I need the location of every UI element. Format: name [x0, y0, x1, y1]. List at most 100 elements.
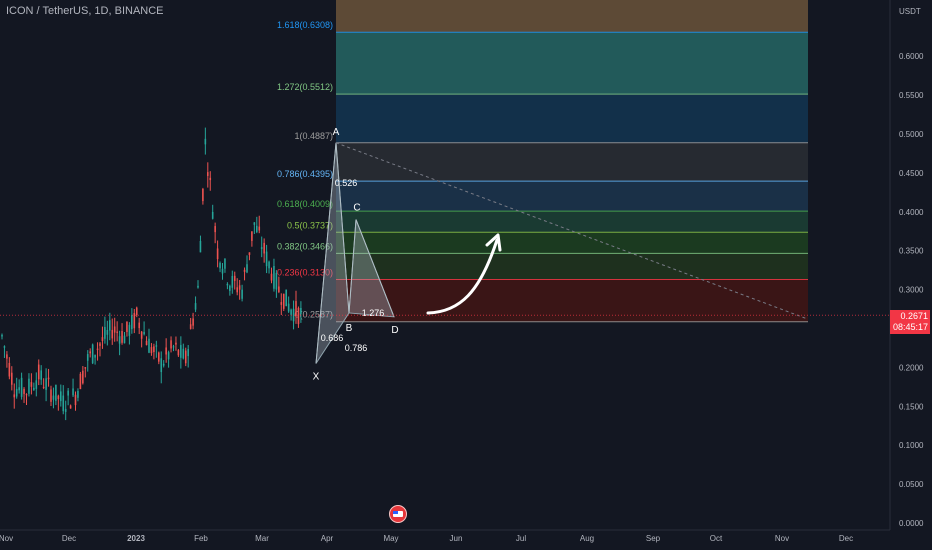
candle-body — [18, 387, 20, 391]
price-tick-0.6000: 0.6000 — [899, 52, 924, 61]
candle-body — [199, 240, 202, 253]
candle-body — [86, 354, 89, 361]
time-tick-Oct: Oct — [710, 534, 723, 543]
candle-body — [180, 345, 182, 358]
fib-label-0.236: 0.236(0.3130) — [277, 267, 333, 277]
pattern-point-X: X — [313, 372, 320, 383]
pattern-point-B: B — [346, 323, 353, 334]
candle-body — [121, 331, 123, 343]
time-tick-Apr: Apr — [321, 534, 334, 543]
candle-body — [37, 364, 40, 380]
projection-arrow — [426, 238, 499, 315]
pattern-point-C: C — [353, 203, 360, 214]
candle-body — [67, 390, 69, 396]
time-tick-Dec: Dec — [839, 534, 853, 543]
time-tick-Nov: Nov — [775, 534, 789, 543]
candle-body — [282, 293, 285, 309]
fib-label-1: 1(0.4887) — [294, 131, 333, 141]
candle-body — [300, 307, 302, 314]
candle-body — [106, 329, 109, 335]
candle-body — [192, 318, 194, 326]
candle-body — [214, 226, 216, 233]
price-tick-0.4500: 0.4500 — [899, 169, 924, 178]
candle-body — [197, 285, 199, 288]
price-tick-0.0000: 0.0000 — [899, 519, 924, 528]
candle-body — [64, 408, 67, 412]
fib-zone-5 — [336, 211, 808, 233]
candle-body — [35, 380, 38, 389]
candle-body — [148, 338, 150, 353]
candle-body — [40, 370, 42, 380]
candle-body — [91, 344, 94, 364]
candle-body — [229, 285, 231, 291]
candle-body — [251, 231, 253, 241]
candle-body — [236, 287, 238, 293]
candle-body — [131, 315, 133, 330]
time-tick-Dec: Dec — [62, 534, 76, 543]
last-price-badge: 0.2671 08:45:17 — [890, 310, 930, 334]
time-tick-Aug: Aug — [580, 534, 594, 543]
candle-body — [118, 336, 121, 344]
candle-body — [278, 286, 280, 293]
candle-body — [153, 346, 155, 353]
us-flag-event-icon[interactable] — [389, 505, 407, 523]
candle-body — [62, 395, 65, 412]
fib-zone-8 — [336, 279, 808, 322]
countdown-timer: 08:45:17 — [892, 322, 928, 332]
pattern-point-D: D — [391, 325, 398, 336]
fib-label-0: 0(0.2587) — [294, 310, 333, 320]
fib-zone-2 — [336, 94, 808, 143]
candle-body — [204, 138, 207, 145]
candle-body — [94, 354, 96, 358]
fib-zone-6 — [336, 232, 808, 254]
candle-body — [104, 326, 106, 339]
price-tick-0.3500: 0.3500 — [899, 247, 924, 256]
time-tick-Jun: Jun — [450, 534, 463, 543]
candle-body — [158, 352, 160, 362]
price-tick-0.1000: 0.1000 — [899, 441, 924, 450]
fib-zone-4 — [336, 181, 808, 212]
price-axis-currency: USDT — [899, 7, 921, 16]
candle-body — [256, 225, 258, 233]
candle-body — [182, 348, 185, 359]
candle-body — [233, 275, 236, 281]
candle-body — [184, 350, 187, 364]
candle-body — [8, 362, 11, 377]
candle-body — [123, 335, 126, 344]
time-tick-Feb: Feb — [194, 534, 208, 543]
candle-body — [260, 247, 263, 250]
candle-body — [172, 346, 175, 348]
candle-body — [226, 283, 229, 286]
candle-body — [111, 329, 114, 339]
candle-body — [258, 226, 261, 231]
candle-body — [170, 340, 172, 349]
candle-body — [238, 285, 241, 290]
fib-zone-3 — [336, 142, 808, 182]
candle-body — [6, 354, 8, 359]
candle-body — [297, 308, 300, 325]
candle-body — [55, 384, 57, 401]
candle-body — [268, 261, 270, 269]
candle-body — [82, 370, 84, 384]
pattern-ratio-1.276: 1.276 — [362, 308, 385, 318]
candle-body — [52, 395, 55, 400]
candle-body — [209, 177, 212, 181]
candle-body — [33, 387, 35, 390]
candle-body — [243, 269, 246, 272]
candle-body — [194, 303, 197, 310]
time-tick-Nov: Nov — [0, 534, 13, 543]
candle-body — [145, 340, 148, 346]
pattern-path — [315, 142, 395, 364]
candle-body — [275, 272, 278, 290]
fib-label-0.786: 0.786(0.4395) — [277, 169, 333, 179]
fib-label-1.272: 1.272(0.5512) — [277, 82, 333, 92]
candle-body — [140, 331, 143, 339]
candle-body — [219, 262, 221, 269]
candle-body — [143, 331, 145, 335]
candle-body — [207, 172, 209, 176]
candle-body — [135, 307, 138, 316]
candle-body — [28, 378, 30, 394]
candle-body — [126, 321, 128, 333]
candle-body — [69, 405, 72, 409]
